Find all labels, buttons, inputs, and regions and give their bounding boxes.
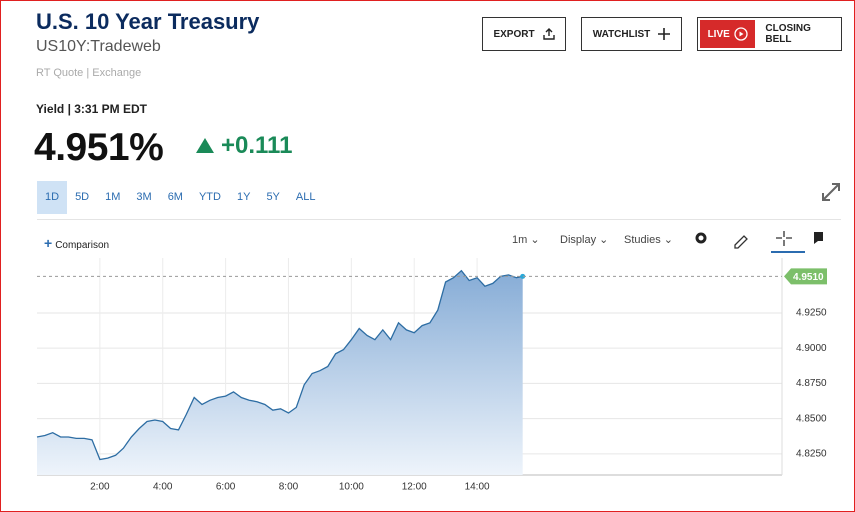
y-tick-label: 4.8250: [796, 449, 827, 460]
play-icon: [734, 27, 748, 41]
live-label: LIVE: [707, 28, 730, 40]
interval-menu[interactable]: 1m ⌄: [512, 234, 540, 246]
last-value-tag: [784, 268, 827, 285]
export-button[interactable]: EXPORT: [482, 17, 566, 51]
comparison-button[interactable]: + Comparison: [44, 235, 110, 251]
draw-icon[interactable]: [734, 235, 748, 249]
x-tick-label: 4:00: [153, 482, 173, 493]
x-tick-label: 10:00: [339, 482, 364, 493]
range-tab[interactable]: 1Y: [236, 191, 251, 203]
studies-label: Studies: [624, 234, 661, 246]
watchlist-label: WATCHLIST: [592, 28, 651, 40]
y-tick-label: 4.9000: [796, 343, 827, 354]
up-arrow: [196, 138, 214, 153]
y-tick-label: 4.9250: [796, 308, 827, 319]
x-tick-label: 2:00: [90, 482, 110, 493]
interval-label: 1m: [512, 234, 528, 246]
x-tick-label: 14:00: [465, 482, 490, 493]
range-tab[interactable]: 3M: [136, 191, 152, 203]
active-underline: [771, 251, 805, 253]
comment-icon[interactable]: [814, 232, 823, 244]
price: 4.951%: [34, 126, 164, 169]
source: RT Quote | Exchange: [36, 67, 142, 79]
live-button[interactable]: LIVE CLOSING BELL: [697, 17, 842, 51]
watchlist-button[interactable]: WATCHLIST: [581, 17, 682, 51]
y-tick-label: 4.8500: [796, 413, 827, 424]
plus-icon: [658, 28, 671, 40]
symbol: US10Y:Tradeweb: [36, 38, 161, 55]
settings-icon[interactable]: [695, 232, 707, 244]
range-tabs: 1D 5D 1M 3M 6M YTD 1Y 5Y ALL: [37, 181, 323, 214]
range-tab[interactable]: 6M: [167, 191, 183, 203]
x-tick-label: 6:00: [216, 482, 236, 493]
live-badge: LIVE: [700, 20, 756, 48]
last-point: [520, 273, 526, 279]
chart-tools: [695, 231, 823, 253]
change: +0.111: [221, 132, 293, 159]
export-icon: [542, 28, 555, 40]
range-tab[interactable]: ALL: [295, 191, 316, 203]
comparison-label: Comparison: [55, 240, 110, 251]
display-label: Display: [560, 234, 597, 246]
x-tick-label: 12:00: [402, 482, 427, 493]
y-tick-label: 4.8750: [796, 378, 827, 389]
separator: [37, 219, 841, 220]
area: [37, 270, 523, 475]
crosshair-icon[interactable]: [776, 231, 792, 246]
range-tab[interactable]: 1M: [105, 191, 121, 203]
line: [36, 269, 523, 461]
title: U.S. 10 Year Treasury: [36, 9, 260, 34]
range-tab[interactable]: 5D: [75, 191, 90, 203]
x-tick-label: 8:00: [279, 482, 299, 493]
range-tab[interactable]: YTD: [198, 191, 221, 203]
last-value-label: 4.9510: [793, 272, 824, 283]
studies-menu[interactable]: Studies ⌄: [624, 234, 673, 246]
range-tab[interactable]: 1D: [37, 181, 68, 214]
closing-bell-label: CLOSING BELL: [765, 23, 811, 45]
export-label: EXPORT: [493, 28, 535, 40]
quote-time: Yield | 3:31 PM EDT: [36, 102, 147, 116]
range-tab[interactable]: 5Y: [266, 191, 280, 203]
display-menu[interactable]: Display ⌄: [560, 234, 609, 246]
expand-icon[interactable]: [820, 181, 842, 203]
